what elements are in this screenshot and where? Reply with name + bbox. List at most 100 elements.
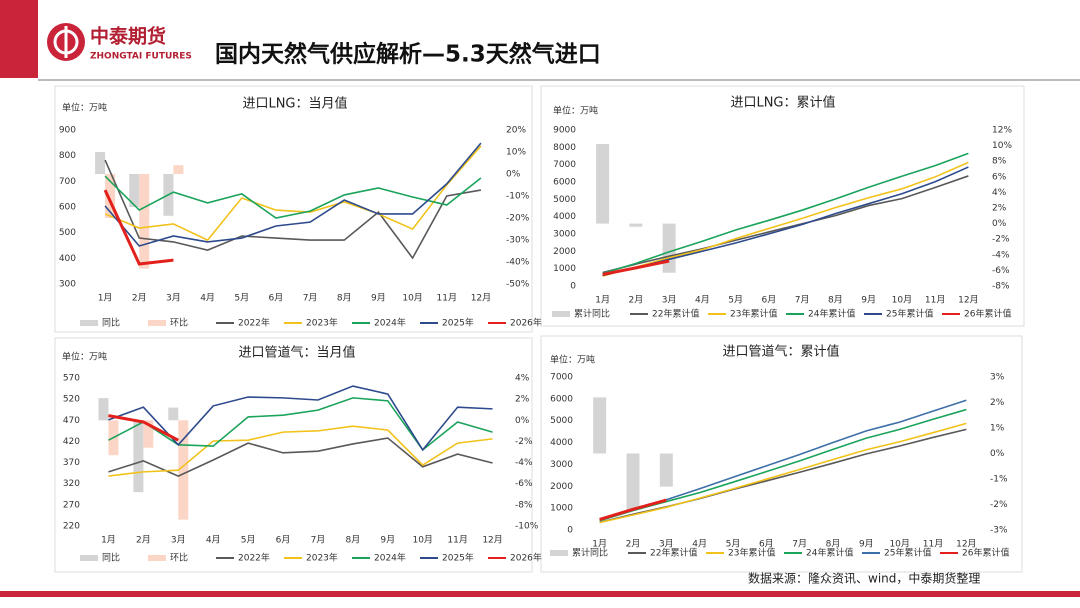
y2-tick-label: -6%	[515, 479, 533, 489]
legend-label: 2026年	[510, 317, 542, 329]
y-tick-label: 570	[63, 374, 80, 384]
x-tick-label: 8月	[337, 293, 352, 304]
unit-label: 单位：万吨	[62, 102, 107, 114]
chart-title: 进口管道气：当月值	[238, 345, 355, 361]
legend-label: 2023年	[306, 317, 338, 329]
x-tick-label: 10月	[892, 295, 912, 306]
legend-label: 累计同比	[574, 308, 610, 320]
brand: 中泰期货	[90, 25, 166, 48]
y-tick-label: 5000	[550, 416, 573, 426]
bar	[659, 453, 673, 487]
x-tick-label: 4月	[692, 539, 707, 550]
legend-label: 2024年	[374, 552, 406, 564]
y2-tick-label: 10%	[506, 148, 526, 158]
line	[602, 175, 969, 274]
x-tick-label: 5月	[726, 539, 741, 550]
x-tick-label: 4月	[695, 295, 710, 306]
bar	[626, 453, 640, 510]
x-tick-label: 3月	[659, 539, 674, 550]
line	[104, 145, 482, 242]
legend-label: 2022年	[238, 317, 270, 329]
y2-tick-label: -50%	[506, 280, 530, 290]
chart-title: 进口LNG：累计值	[730, 95, 835, 111]
legend-swatch	[148, 320, 166, 326]
y-tick-label: 4000	[550, 438, 573, 448]
x-tick-label: 8月	[828, 295, 843, 306]
y2-tick-label: 0%	[990, 449, 1005, 459]
x-tick-label: 8月	[346, 535, 361, 546]
y2-tick-label: -3%	[990, 526, 1008, 536]
legend-label: 2026年	[510, 552, 542, 564]
x-tick-label: 4月	[206, 535, 221, 546]
y2-tick-label: -8%	[515, 500, 533, 510]
legend-label: 同比	[102, 552, 120, 564]
unit-label: 单位：万吨	[550, 354, 595, 366]
y2-tick-label: 2%	[992, 204, 1007, 214]
y-tick-label: 0	[567, 526, 573, 536]
y2-tick-label: 4%	[515, 374, 530, 384]
line	[108, 414, 179, 442]
corner-bar	[0, 0, 38, 78]
y-tick-label: 5000	[553, 195, 576, 205]
bar	[133, 420, 144, 493]
x-tick-label: 2月	[626, 539, 641, 550]
legend-label: 累计同比	[572, 547, 608, 559]
unit-label: 单位：万吨	[62, 351, 107, 363]
legend-label: 2023年	[306, 552, 338, 564]
y-tick-label: 6000	[553, 178, 576, 188]
x-tick-label: 10月	[412, 535, 432, 546]
y-tick-label: 7000	[553, 160, 576, 170]
y2-tick-label: 6%	[992, 172, 1007, 182]
legend-swatch	[80, 320, 98, 326]
x-tick-label: 3月	[662, 295, 677, 306]
y-tick-label: 7000	[550, 373, 573, 383]
y-tick-label: 470	[63, 416, 80, 426]
y2-tick-label: 8%	[992, 157, 1007, 167]
y-tick-label: 1000	[553, 264, 576, 274]
y-tick-label: 800	[59, 151, 76, 161]
y-tick-label: 3000	[553, 230, 576, 240]
x-tick-label: 2月	[136, 535, 151, 546]
x-tick-label: 1月	[101, 535, 116, 546]
x-tick-label: 7月	[792, 539, 807, 550]
legend-label: 26年累计值	[962, 547, 1009, 559]
x-tick-label: 11月	[437, 293, 457, 304]
x-tick-label: 3月	[166, 293, 181, 304]
x-tick-label: 9月	[380, 535, 395, 546]
x-tick-label: 10月	[889, 539, 909, 550]
legend-label: 2025年	[442, 552, 474, 564]
x-tick-label: 7月	[303, 293, 318, 304]
bar	[129, 174, 140, 207]
x-tick-label: 11月	[925, 295, 945, 306]
line	[602, 161, 969, 277]
x-tick-label: 5月	[728, 295, 743, 306]
y-tick-label: 420	[63, 437, 80, 447]
bar	[593, 397, 607, 454]
x-tick-label: 2月	[629, 295, 644, 306]
y2-tick-label: -8%	[992, 282, 1010, 292]
x-tick-label: 5月	[234, 293, 249, 304]
y2-tick-label: -4%	[992, 250, 1010, 260]
legend-swatch	[80, 555, 98, 561]
bar	[596, 144, 610, 224]
y-tick-label: 370	[63, 458, 80, 468]
y2-tick-label: 3%	[990, 373, 1005, 383]
x-tick-label: 6月	[276, 535, 291, 546]
y2-tick-label: 20%	[506, 126, 526, 136]
x-tick-label: 7月	[795, 295, 810, 306]
bar	[629, 223, 643, 227]
unit-label: 单位：万吨	[553, 105, 598, 117]
source-note: 数据来源：隆众资讯、wind，中泰期货整理	[748, 571, 980, 586]
y2-tick-label: 0%	[506, 170, 521, 180]
y2-tick-label: -10%	[506, 192, 530, 202]
x-tick-label: 5月	[241, 535, 256, 546]
y-tick-label: 0	[570, 282, 576, 292]
x-tick-label: 9月	[371, 293, 386, 304]
x-tick-label: 11月	[447, 535, 467, 546]
x-tick-label: 6月	[762, 295, 777, 306]
footer-bar	[0, 591, 1080, 597]
y2-tick-label: 0%	[992, 219, 1007, 229]
legend-label: 同比	[102, 317, 120, 329]
